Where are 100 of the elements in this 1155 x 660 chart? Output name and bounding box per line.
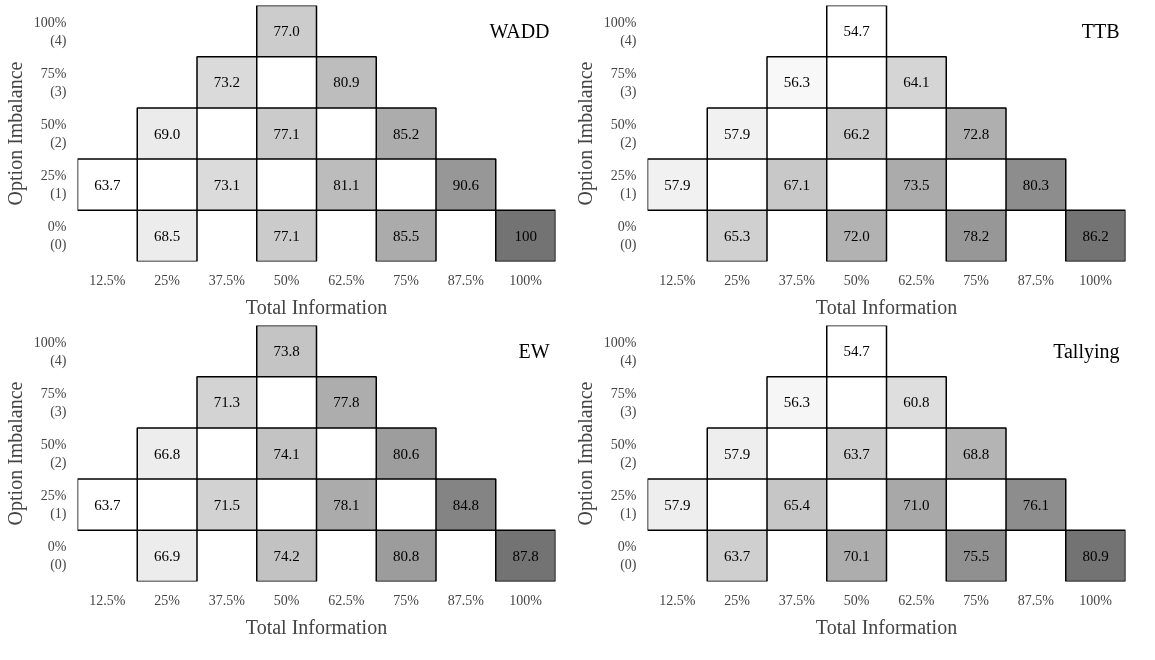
data-label: 78.2 bbox=[963, 227, 990, 244]
y-tick-label: 100% (4) bbox=[603, 334, 637, 369]
y-axis-title: Option Imbalance bbox=[573, 61, 597, 206]
y-tick-label: 50% (2) bbox=[610, 437, 637, 471]
data-label: 56.3 bbox=[783, 74, 810, 91]
x-tick-label: 87.5% bbox=[447, 592, 485, 608]
data-label: 63.7 bbox=[94, 176, 121, 193]
x-tick-label: 25% bbox=[724, 272, 751, 288]
data-label: 80.8 bbox=[393, 547, 420, 564]
data-label: 66.2 bbox=[843, 125, 870, 142]
x-tick-label: 62.5% bbox=[898, 272, 935, 288]
x-tick-label: 25% bbox=[154, 592, 181, 608]
data-label: 80.9 bbox=[333, 74, 360, 91]
x-tick-label: 12.5% bbox=[659, 272, 696, 288]
data-label: 64.1 bbox=[903, 74, 930, 91]
data-label: 65.4 bbox=[783, 496, 811, 513]
x-axis-title: Total Information bbox=[245, 615, 388, 638]
y-axis-title: Option Imbalance bbox=[573, 381, 597, 526]
data-label: 63.7 bbox=[724, 547, 751, 564]
y-tick-label: 75% (3) bbox=[40, 65, 67, 100]
text: TTB bbox=[1081, 20, 1120, 43]
data-label: 77.1 bbox=[273, 125, 300, 142]
data-label: 78.1 bbox=[333, 496, 360, 513]
y-tick-label: 0% (0) bbox=[617, 219, 637, 254]
x-tick-label: 62.5% bbox=[328, 272, 365, 288]
data-label: 72.8 bbox=[963, 125, 990, 142]
data-label: 63.7 bbox=[94, 496, 121, 513]
x-axis-title: Total Information bbox=[815, 615, 958, 638]
y-tick-label: 100% (4) bbox=[33, 334, 67, 369]
y-tick-label: 75% (3) bbox=[610, 65, 637, 100]
x-tick-label: 50% bbox=[273, 592, 300, 608]
x-tick-label: 87.5% bbox=[1017, 592, 1055, 608]
text: Tallying bbox=[1053, 340, 1120, 364]
data-label: 77.0 bbox=[273, 23, 300, 40]
data-label: 71.0 bbox=[903, 496, 930, 513]
data-label: 66.8 bbox=[154, 445, 181, 462]
x-tick-label: 12.5% bbox=[659, 592, 696, 608]
data-label: 80.9 bbox=[1082, 547, 1109, 564]
data-label: 69.0 bbox=[154, 125, 181, 142]
data-label: 68.5 bbox=[154, 227, 181, 244]
data-label: 85.2 bbox=[393, 125, 420, 142]
data-label: 57.9 bbox=[664, 176, 691, 193]
data-label: 74.1 bbox=[273, 445, 300, 462]
x-axis-title: Total Information bbox=[815, 295, 958, 318]
data-label: 73.1 bbox=[213, 176, 240, 193]
x-tick-label: 62.5% bbox=[328, 592, 365, 608]
data-label: 56.3 bbox=[783, 394, 810, 411]
data-label: 60.8 bbox=[903, 394, 930, 411]
data-label: 54.7 bbox=[843, 343, 871, 360]
y-tick-label: 75% (3) bbox=[40, 385, 67, 420]
x-tick-label: 50% bbox=[843, 592, 870, 608]
x-tick-label: 100% bbox=[1079, 592, 1113, 608]
y-tick-label: 0% (0) bbox=[617, 539, 637, 574]
data-label: 54.7 bbox=[843, 23, 871, 40]
data-label: 100 bbox=[514, 227, 537, 244]
text: WADD bbox=[489, 20, 550, 43]
data-label: 75.5 bbox=[963, 547, 990, 564]
data-label: 57.9 bbox=[724, 445, 751, 462]
y-tick-label: 25% (1) bbox=[40, 488, 67, 523]
x-tick-label: 12.5% bbox=[89, 272, 126, 288]
data-label: 71.5 bbox=[213, 496, 240, 513]
x-tick-label: 62.5% bbox=[898, 592, 935, 608]
x-tick-label: 25% bbox=[154, 272, 181, 288]
x-tick-label: 37.5% bbox=[778, 592, 816, 608]
y-tick-label: 100% (4) bbox=[603, 14, 637, 49]
x-tick-label: 75% bbox=[963, 592, 990, 608]
x-tick-label: 75% bbox=[963, 272, 990, 288]
data-label: 57.9 bbox=[724, 125, 751, 142]
x-tick-label: 75% bbox=[393, 592, 420, 608]
y-tick-label: 25% (1) bbox=[610, 488, 637, 523]
x-tick-label: 50% bbox=[843, 272, 870, 288]
data-label: 74.2 bbox=[273, 547, 300, 564]
data-label: 70.1 bbox=[843, 547, 870, 564]
x-tick-label: 50% bbox=[273, 272, 300, 288]
y-tick-label: 75% (3) bbox=[610, 385, 637, 420]
data-label: 81.1 bbox=[333, 176, 360, 193]
data-label: 77.1 bbox=[273, 227, 300, 244]
data-label: 76.1 bbox=[1022, 496, 1049, 513]
x-tick-label: 75% bbox=[393, 272, 420, 288]
data-label: 68.8 bbox=[963, 445, 990, 462]
y-tick-label: 0% (0) bbox=[47, 539, 67, 574]
y-tick-label: 50% (2) bbox=[610, 117, 637, 151]
text: EW bbox=[518, 340, 550, 363]
y-tick-label: 25% (1) bbox=[40, 168, 67, 203]
x-tick-label: 37.5% bbox=[778, 272, 816, 288]
y-tick-label: 25% (1) bbox=[610, 168, 637, 203]
y-axis-title: Option Imbalance bbox=[3, 61, 27, 206]
data-label: 65.3 bbox=[724, 227, 751, 244]
data-label: 80.6 bbox=[393, 445, 420, 462]
y-tick-label: 100% (4) bbox=[33, 14, 67, 49]
data-label: 73.8 bbox=[273, 343, 300, 360]
y-tick-label: 0% (0) bbox=[47, 219, 67, 254]
data-label: 71.3 bbox=[213, 394, 240, 411]
data-label: 72.0 bbox=[843, 227, 870, 244]
x-tick-label: 87.5% bbox=[1017, 272, 1055, 288]
y-tick-label: 50% (2) bbox=[40, 117, 67, 151]
y-tick-label: 50% (2) bbox=[40, 437, 67, 471]
x-tick-label: 25% bbox=[724, 592, 751, 608]
data-label: 84.8 bbox=[452, 496, 479, 513]
x-tick-label: 100% bbox=[1079, 272, 1113, 288]
